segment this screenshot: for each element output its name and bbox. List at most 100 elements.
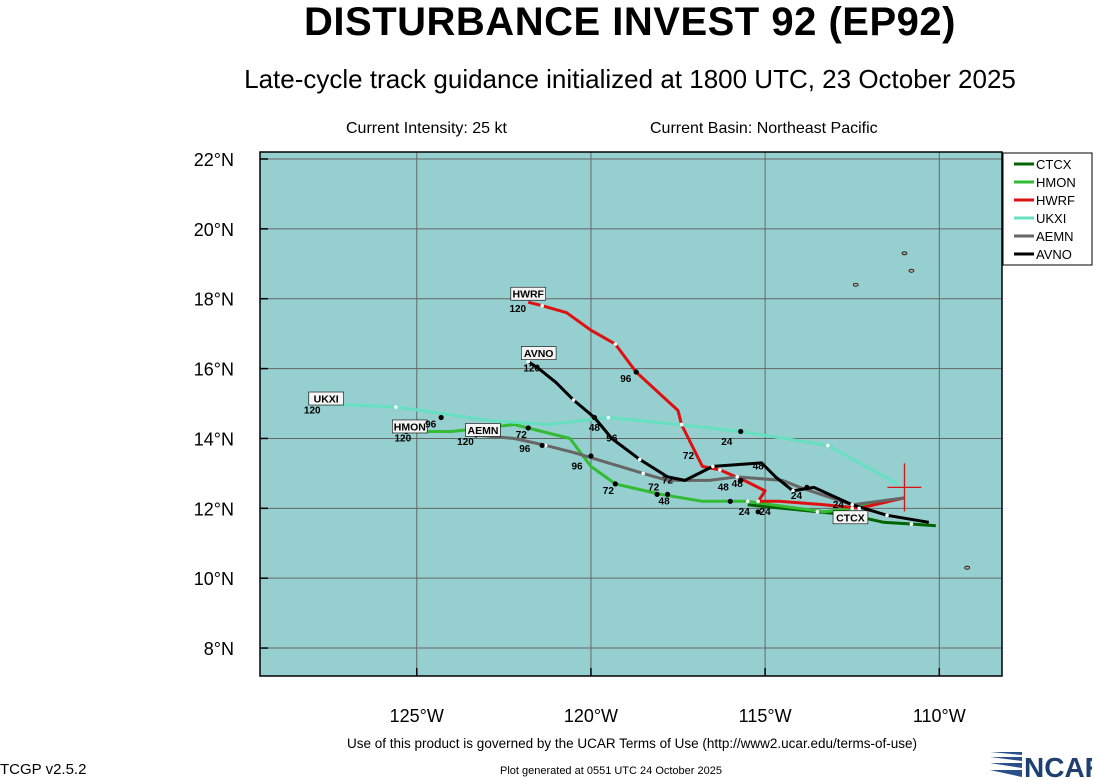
track-point [727, 498, 733, 504]
legend-entry-hmon: HMON [1036, 175, 1076, 190]
forecast-hour-label: 72 [648, 482, 660, 493]
track-interval-mark [735, 475, 740, 479]
track-interval-mark [826, 443, 830, 448]
forecast-hour-label: 96 [620, 374, 632, 385]
current-basin-label: Current Basin: Northeast Pacific [650, 120, 878, 137]
forecast-hour-label: 48 [732, 479, 744, 490]
version-label: TCGP v2.5.2 [0, 761, 87, 778]
forecast-hour-label: 120 [523, 364, 540, 375]
model-label-aemn-box [465, 423, 501, 437]
track-avno [527, 360, 930, 524]
track-interval-mark [606, 415, 611, 420]
track-interval-mark [850, 506, 855, 511]
track-point [755, 509, 761, 515]
forecast-hour-label: 24 [721, 437, 733, 448]
track-point [591, 414, 598, 421]
map-layer: 125°W 120°W 115°W 110°W 8°N 10°N 12°N 14°N 16°N 1… [194, 150, 1093, 726]
track-point [664, 491, 671, 497]
forecast-hour-label: 96 [606, 433, 618, 444]
track-interval-mark [613, 342, 618, 346]
forecast-hour-label: 48 [659, 496, 671, 507]
map-frame [259, 151, 1003, 677]
track-interval-mark [857, 506, 861, 511]
lat-tick-label: 14°N [194, 429, 234, 449]
track-hmon [406, 423, 905, 514]
track-interval-mark [540, 303, 544, 308]
chart-title: DISTURBANCE INVEST 92 (EP92) [304, 0, 956, 44]
forecast-hour-label: 72 [603, 486, 615, 497]
model-label-avno-box [520, 346, 557, 360]
legend-entry-hwrf: HWRF [1036, 193, 1075, 208]
model-label-ukxi-box [308, 391, 344, 406]
track-interval-mark [791, 489, 795, 493]
model-label-ctcx-box [832, 510, 869, 525]
ncar-logo: NCAR [990, 752, 1092, 780]
lat-tick-label: 16°N [194, 360, 234, 380]
lat-tick-label: 8°N [204, 639, 234, 659]
track-point [539, 442, 545, 449]
track-point [654, 491, 660, 497]
model-label-ctcx: CTCX [836, 512, 865, 524]
track-point [633, 369, 639, 375]
track-interval-mark [756, 499, 760, 504]
island [852, 282, 859, 287]
legend-entry-avno: AVNO [1036, 247, 1072, 262]
map-background [260, 152, 1002, 676]
track-map: 125°W 120°W 115°W 110°W 8°N 10°N 12°N 14°N 16°N 1… [194, 150, 1093, 726]
island [908, 268, 915, 273]
forecast-hour-label: 120 [304, 406, 321, 417]
track-point [612, 481, 618, 487]
track-point [525, 425, 531, 431]
lon-tick-label: 125°W [390, 706, 444, 726]
track-interval-mark [885, 513, 889, 518]
legend-entry-ukxi: UKXI [1036, 211, 1066, 226]
forecast-hour-label: 24 [760, 507, 772, 518]
chart-subtitle: Late-cycle track guidance initialized at… [244, 64, 1016, 94]
ncar-logo-text: NCAR [1024, 752, 1092, 780]
forecast-hour-label: 120 [457, 437, 474, 448]
lon-tick-label: 110°W [913, 706, 966, 726]
model-label-aemn: AEMN [467, 425, 498, 437]
model-label-hwrf-box [510, 286, 546, 301]
lat-tick-label: 20°N [194, 220, 234, 240]
model-label-avno: AVNO [524, 348, 554, 360]
model-label-hmon: HMON [394, 421, 426, 433]
lon-tick-label: 120°W [564, 706, 618, 726]
track-hwrf [527, 300, 905, 510]
forecast-hour-label: 24 [833, 500, 845, 511]
forecast-hour-label: 72 [662, 475, 674, 486]
track-interval-mark [718, 468, 722, 472]
forecast-hour-label: 72 [683, 451, 695, 462]
track-interval-mark [394, 405, 398, 409]
lat-tick-label: 22°N [194, 150, 234, 170]
forecast-hour-label: 48 [718, 482, 730, 493]
track-interval-mark [711, 464, 715, 469]
track-point [738, 477, 744, 483]
track-point [804, 484, 810, 490]
track-interval-mark [850, 503, 855, 507]
legend-entry-aemn: AEMN [1036, 229, 1074, 244]
forecast-hour-label: 96 [425, 419, 437, 430]
forecast-hour-label: 96 [519, 444, 531, 455]
legend-box [1002, 152, 1093, 266]
track-point [438, 414, 444, 421]
forecast-hour-label: 120 [394, 433, 411, 444]
track-interval-mark [641, 471, 645, 476]
lat-tick-label: 12°N [194, 499, 234, 519]
model-label-ukxi: UKXI [314, 394, 339, 406]
forecast-hour-label: 72 [516, 430, 528, 441]
track-interval-mark [679, 422, 684, 427]
track-interval-mark [543, 443, 548, 448]
track-interval-mark [909, 522, 914, 526]
track-interval-mark [745, 499, 750, 504]
forecast-hour-label: 48 [589, 423, 601, 434]
lon-tick-label: 115°W [739, 706, 792, 726]
model-label-hwrf: HWRF [512, 289, 544, 301]
forecast-hour-label: 96 [571, 461, 583, 472]
track-point [738, 428, 744, 435]
forecast-hour-label: 24 [739, 507, 751, 518]
track-interval-mark [526, 359, 531, 364]
track-interval-mark [815, 510, 820, 514]
terms-of-use-footer: Use of this product is governed by the U… [347, 736, 917, 751]
forecast-hour-label: 120 [509, 304, 526, 315]
